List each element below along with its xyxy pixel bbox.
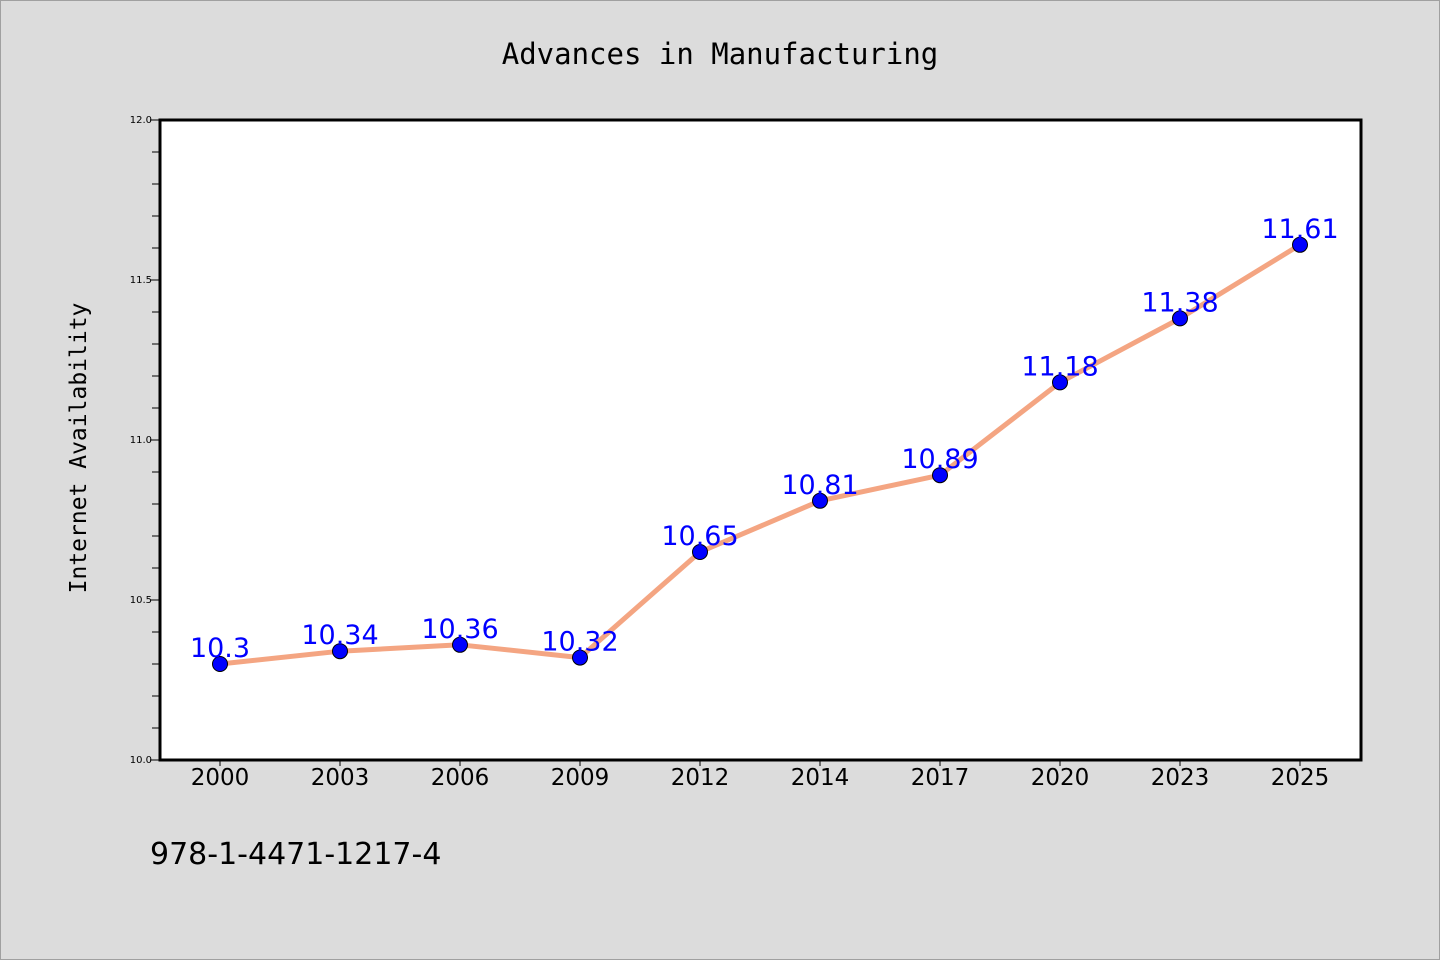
x-tick-label: 2012	[671, 765, 730, 791]
data-label: 10.81	[781, 470, 858, 501]
data-point	[1172, 310, 1188, 327]
data-label: 11.38	[1141, 287, 1218, 318]
x-tick-label: 2025	[1271, 765, 1330, 791]
data-point	[332, 643, 348, 660]
y-tick-label: 11.5	[130, 275, 152, 286]
data-point	[812, 492, 828, 509]
y-axis-label: Internet Availability	[66, 303, 92, 594]
x-tick-label: 2000	[191, 765, 250, 791]
series-markers	[212, 236, 1308, 672]
data-point	[692, 544, 708, 560]
y-tick-label: 12.0	[130, 115, 152, 126]
series-line	[217, 242, 1303, 667]
x-tick-label: 2017	[911, 765, 970, 791]
data-label: 10.32	[541, 627, 618, 658]
data-label: 10.36	[421, 614, 498, 645]
data-label: 10.65	[661, 521, 738, 552]
y-tick-label: 10.0	[130, 755, 152, 766]
x-tick-label: 2014	[791, 765, 850, 791]
data-point	[1052, 374, 1068, 391]
data-point	[932, 467, 948, 484]
x-tick-label: 2020	[1031, 765, 1090, 791]
plot-area	[158, 118, 1363, 762]
y-axis: 10.0 10.5 11.0 11.5 12.0	[130, 115, 160, 766]
chart-title: Advances in Manufacturing	[502, 37, 939, 71]
data-point	[572, 649, 588, 666]
data-point	[1292, 236, 1308, 253]
x-axis: 2000 2003 2006 2009 2012 2014 2017 2020 2023 2025	[191, 760, 1330, 791]
data-label: 11.61	[1261, 214, 1338, 245]
data-labels: 10.3 10.34 10.36 10.32 10.65 10.81 10.89 11.18 1…	[190, 214, 1339, 664]
data-point	[452, 636, 468, 653]
data-label: 10.34	[301, 620, 378, 651]
data-point	[212, 656, 228, 672]
data-label: 10.89	[901, 444, 978, 475]
data-label: 11.18	[1021, 351, 1098, 382]
isbn-label: 978-1-4471-1217-4	[150, 837, 441, 872]
x-tick-label: 2003	[311, 765, 370, 791]
y-tick-label: 11.0	[130, 435, 152, 446]
x-tick-label: 2009	[551, 765, 610, 791]
x-tick-label: 2006	[431, 765, 490, 791]
data-label: 10.3	[190, 633, 250, 664]
x-tick-label: 2023	[1151, 765, 1210, 791]
y-tick-label: 10.5	[130, 595, 152, 606]
